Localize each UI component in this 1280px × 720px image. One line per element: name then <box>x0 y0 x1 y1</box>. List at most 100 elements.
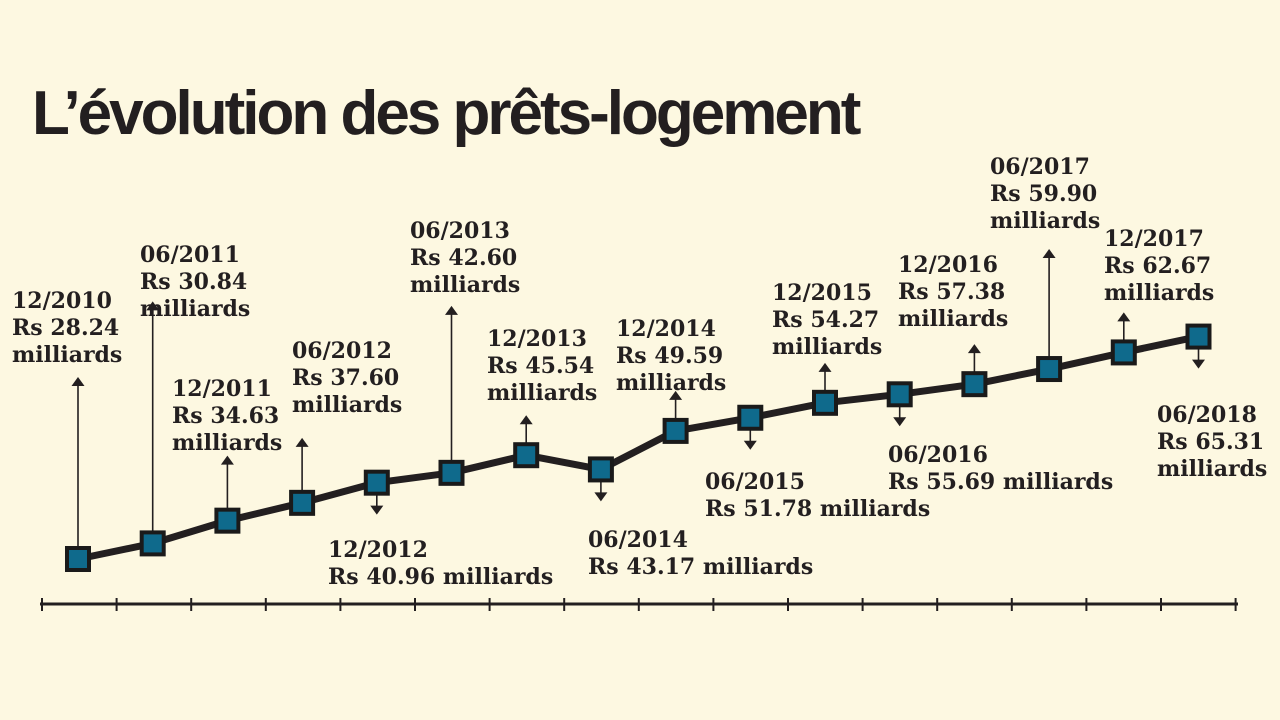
data-label-unit: milliards <box>487 380 597 406</box>
data-label-value: Rs 51.78 milliards <box>705 496 930 522</box>
leader-arrow <box>295 437 309 491</box>
x-axis <box>40 598 1238 611</box>
leader-arrow-head <box>146 301 160 311</box>
data-label-date: 12/2017 <box>1104 226 1204 252</box>
data-label-unit: milliards <box>898 306 1008 332</box>
data-label-date: 12/2016 <box>898 252 998 278</box>
data-label-unit: milliards <box>990 208 1100 234</box>
data-label-date: 06/2017 <box>990 154 1090 180</box>
leader-arrow <box>669 390 683 419</box>
data-point-marker <box>737 404 764 431</box>
leader-arrow-head <box>594 492 608 502</box>
data-point-marker <box>65 546 91 572</box>
leader-arrow <box>1042 249 1056 358</box>
leader-arrow-head <box>220 455 234 465</box>
data-point-marker <box>886 381 913 408</box>
data-label-unit: milliards <box>616 370 726 396</box>
leader-arrow <box>594 481 608 502</box>
data-label-unit: milliards <box>172 430 282 456</box>
leader-arrow <box>445 305 458 461</box>
data-point-marker <box>1036 356 1063 383</box>
data-label-value: Rs 55.69 milliards <box>888 469 1113 495</box>
data-label-value: Rs 62.67 <box>1104 253 1211 279</box>
data-point-marker <box>513 442 540 469</box>
data-point-marker <box>961 371 988 398</box>
leader-arrow-head <box>295 437 309 447</box>
data-label-unit: milliards <box>140 296 250 322</box>
data-label-date: 06/2015 <box>705 469 805 495</box>
data-label-value: Rs 28.24 <box>12 315 119 341</box>
leader-arrow <box>146 301 160 532</box>
data-label-date: 06/2018 <box>1157 402 1257 428</box>
leader-arrow <box>220 455 234 509</box>
leader-arrow <box>1117 312 1131 341</box>
leader-arrow-head <box>370 505 384 515</box>
data-label-unit: milliards <box>12 342 122 368</box>
leader-arrow <box>370 494 384 515</box>
data-label-value: Rs 40.96 milliards <box>328 564 553 590</box>
data-label-value: Rs 49.59 <box>616 343 723 369</box>
data-point-marker <box>662 417 689 444</box>
data-label-date: 12/2012 <box>328 537 428 563</box>
data-label-date: 06/2013 <box>410 218 510 244</box>
data-label-value: Rs 54.27 <box>772 307 879 333</box>
data-label-date: 12/2013 <box>487 326 587 352</box>
data-label-value: Rs 34.63 <box>172 403 279 429</box>
data-label-value: Rs 65.31 <box>1157 429 1264 455</box>
data-label-date: 12/2010 <box>12 288 112 314</box>
series-line <box>74 333 1202 563</box>
leader-arrow-head <box>893 417 907 427</box>
leader-arrow <box>893 406 907 427</box>
leader-arrow-head <box>71 377 85 386</box>
data-label-value: Rs 37.60 <box>292 365 399 391</box>
data-label-date: 12/2011 <box>172 376 272 402</box>
leader-arrow <box>519 415 533 444</box>
data-label-value: Rs 42.60 <box>410 245 517 271</box>
leader-arrow <box>1192 348 1205 369</box>
leader-arrow-head <box>669 390 683 400</box>
leader-arrow-head <box>1042 249 1056 259</box>
data-label-date: 06/2014 <box>588 527 688 553</box>
leader-arrow-head <box>519 415 533 425</box>
data-label-unit: milliards <box>292 392 402 418</box>
data-point-marker <box>1110 339 1137 366</box>
leader-arrow-head <box>1192 359 1205 369</box>
data-label-unit: milliards <box>410 272 520 298</box>
leader-arrow <box>71 377 85 547</box>
leader-arrow <box>743 429 757 450</box>
chart-title: L’évolution des prêts-logement <box>32 79 861 148</box>
data-label-value: Rs 30.84 <box>140 269 247 295</box>
data-label-value: Rs 43.17 milliards <box>588 554 813 580</box>
data-label-value: Rs 59.90 <box>990 181 1097 207</box>
data-label-date: 06/2012 <box>292 338 392 364</box>
leader-arrow-head <box>818 362 832 372</box>
leader-arrow-head <box>743 440 757 450</box>
data-label-unit: milliards <box>1104 280 1214 306</box>
leader-arrow <box>818 362 832 391</box>
data-point-marker <box>1185 323 1212 350</box>
data-point-marker <box>812 389 838 416</box>
data-label-date: 06/2016 <box>888 442 988 468</box>
data-point-marker <box>289 489 316 516</box>
leader-arrow-head <box>1117 312 1131 322</box>
data-label-unit: milliards <box>772 334 882 360</box>
data-point-marker <box>587 456 614 483</box>
data-label-unit: milliards <box>1157 456 1267 482</box>
data-point-marker <box>438 459 465 486</box>
